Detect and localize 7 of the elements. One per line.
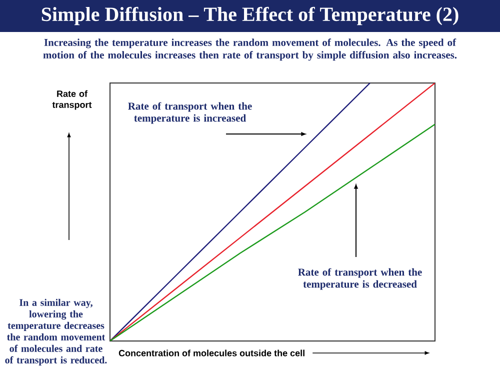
chart-subtitle: Increasing the temperature increases the random movement of molecules. As the speed of motion of the molecules increases then rate of transport by simple diffusion also increases. [43,38,457,61]
text: In a similar way, lowering the temperature decreases the random movement of molecules and rate of transport is reduced. [5,298,107,366]
annotation: Rate of transport when the temperature is decreased [298,268,422,290]
y-axis-title: Rate of transport [52,90,92,110]
x-axis-title: Concentration of molecules outside the cell [118,350,304,356]
annotation: Rate of transport when the temperature is increased [128,102,252,124]
chart-title: Simple Diffusion – The Effect of Temperature (2) [42,6,458,26]
